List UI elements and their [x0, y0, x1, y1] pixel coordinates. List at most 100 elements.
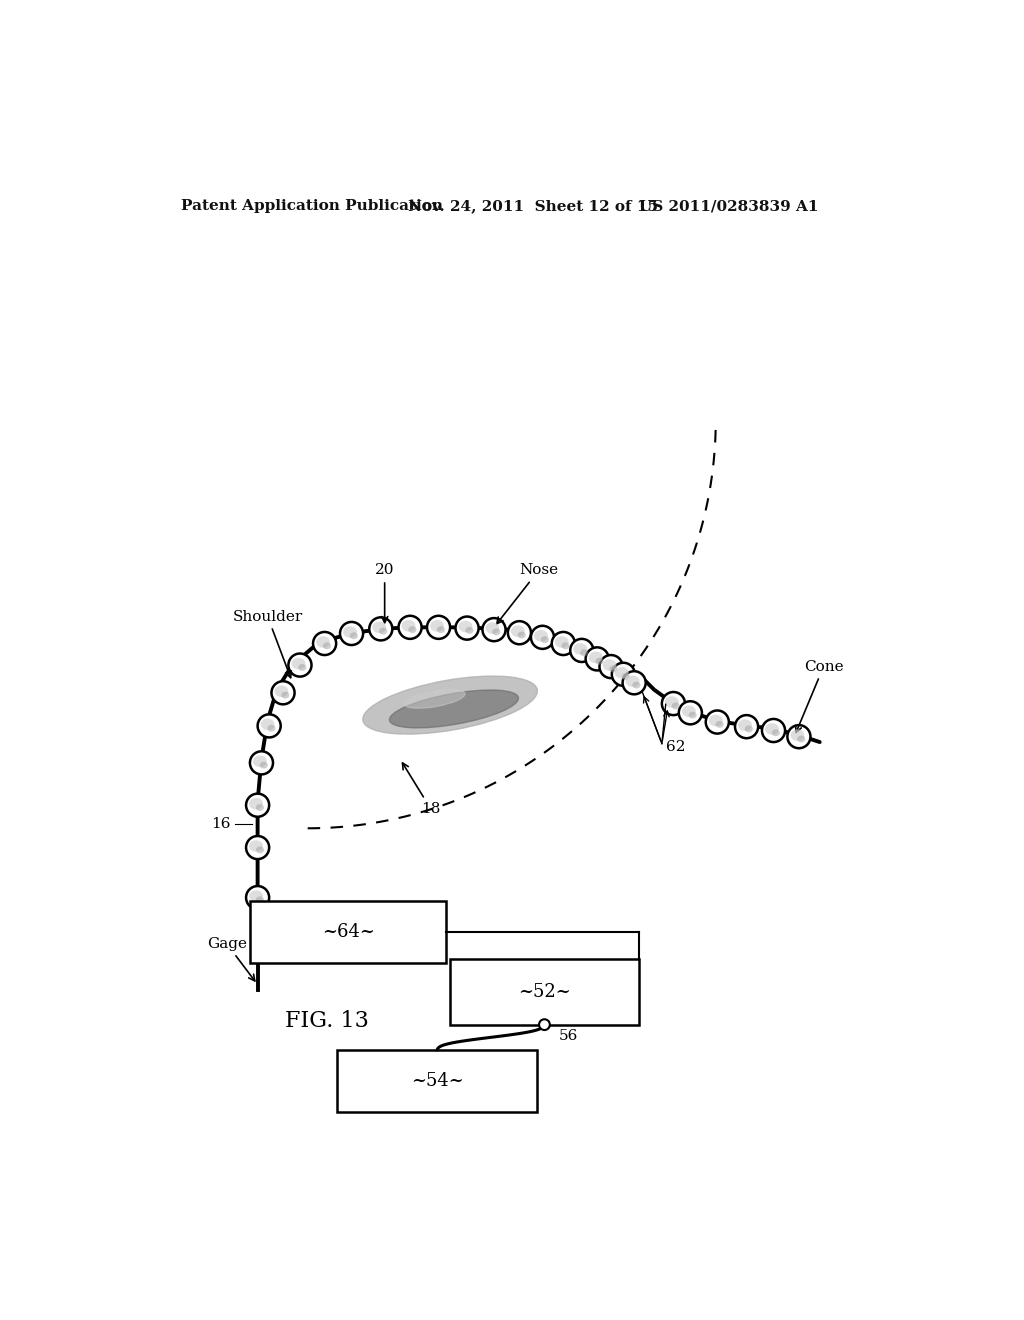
Ellipse shape [379, 628, 387, 635]
Circle shape [313, 632, 336, 655]
Text: 18: 18 [402, 763, 440, 816]
Ellipse shape [609, 665, 617, 672]
Ellipse shape [709, 714, 723, 726]
Circle shape [552, 632, 574, 655]
Circle shape [398, 616, 422, 639]
Text: Nose: Nose [497, 564, 558, 623]
Circle shape [427, 616, 451, 639]
Ellipse shape [772, 730, 780, 737]
Ellipse shape [614, 667, 629, 678]
Ellipse shape [267, 725, 275, 731]
Ellipse shape [256, 804, 264, 810]
Ellipse shape [485, 622, 500, 634]
Ellipse shape [323, 643, 331, 649]
Text: FIG. 13: FIG. 13 [285, 1010, 369, 1032]
Ellipse shape [555, 636, 568, 648]
Ellipse shape [298, 664, 306, 671]
Ellipse shape [343, 626, 357, 638]
Circle shape [370, 618, 392, 640]
Circle shape [531, 626, 554, 649]
Ellipse shape [350, 632, 358, 639]
Text: 20: 20 [375, 564, 394, 623]
Circle shape [258, 714, 281, 738]
Text: Shoulder: Shoulder [232, 610, 303, 677]
Text: Patent Application Publication: Patent Application Publication [180, 199, 442, 213]
Ellipse shape [256, 846, 264, 853]
Ellipse shape [292, 657, 305, 669]
Ellipse shape [256, 896, 264, 903]
Ellipse shape [274, 685, 289, 697]
Circle shape [246, 793, 269, 817]
Ellipse shape [253, 755, 267, 767]
Ellipse shape [401, 620, 416, 631]
Ellipse shape [282, 692, 290, 698]
Ellipse shape [261, 718, 274, 730]
Ellipse shape [389, 690, 518, 727]
Circle shape [611, 663, 635, 686]
Ellipse shape [437, 626, 444, 634]
Bar [337, 1051, 538, 1111]
Circle shape [570, 639, 593, 663]
Ellipse shape [249, 841, 263, 851]
Ellipse shape [595, 657, 603, 665]
Ellipse shape [765, 723, 779, 735]
Ellipse shape [672, 702, 680, 709]
Circle shape [679, 701, 701, 725]
Ellipse shape [459, 620, 472, 632]
Ellipse shape [535, 630, 548, 642]
Ellipse shape [573, 643, 587, 655]
Ellipse shape [589, 652, 602, 663]
Text: US 2011/0283839 A1: US 2011/0283839 A1 [639, 199, 818, 213]
Ellipse shape [362, 676, 538, 734]
Ellipse shape [518, 631, 525, 639]
Ellipse shape [409, 626, 417, 634]
Ellipse shape [511, 626, 524, 638]
Circle shape [246, 886, 269, 909]
Ellipse shape [665, 696, 679, 708]
Ellipse shape [561, 643, 569, 649]
Text: ~64~: ~64~ [322, 923, 375, 941]
Ellipse shape [798, 735, 805, 742]
Text: 56: 56 [558, 1030, 578, 1043]
Ellipse shape [249, 890, 263, 902]
Circle shape [762, 719, 785, 742]
Circle shape [706, 710, 729, 734]
Ellipse shape [626, 676, 640, 686]
Ellipse shape [744, 726, 753, 733]
Ellipse shape [316, 636, 330, 648]
Ellipse shape [373, 622, 386, 634]
Ellipse shape [260, 762, 268, 768]
Text: ~54~: ~54~ [411, 1072, 464, 1090]
Ellipse shape [716, 721, 724, 727]
Circle shape [586, 647, 608, 671]
Text: 62: 62 [666, 739, 685, 754]
Ellipse shape [602, 659, 616, 671]
Text: 16: 16 [211, 817, 230, 832]
Text: Gage: Gage [207, 937, 255, 981]
Ellipse shape [465, 627, 473, 634]
Text: Cone: Cone [796, 660, 844, 733]
Circle shape [289, 653, 311, 677]
Circle shape [271, 681, 295, 705]
Circle shape [456, 616, 478, 640]
Bar [250, 902, 446, 964]
Ellipse shape [249, 797, 263, 809]
Ellipse shape [430, 620, 444, 631]
Ellipse shape [622, 673, 630, 680]
Circle shape [246, 836, 269, 859]
Ellipse shape [633, 681, 640, 689]
Circle shape [735, 715, 758, 738]
Bar [451, 960, 639, 1024]
Circle shape [662, 692, 685, 715]
Circle shape [482, 618, 506, 642]
Circle shape [787, 725, 810, 748]
Ellipse shape [688, 711, 696, 718]
Text: Nov. 24, 2011  Sheet 12 of 15: Nov. 24, 2011 Sheet 12 of 15 [408, 199, 657, 213]
Ellipse shape [541, 636, 549, 643]
Circle shape [250, 751, 273, 775]
Circle shape [599, 655, 623, 678]
Circle shape [623, 672, 646, 694]
Ellipse shape [791, 730, 804, 741]
Text: ~52~: ~52~ [518, 983, 570, 1001]
Ellipse shape [493, 628, 501, 635]
